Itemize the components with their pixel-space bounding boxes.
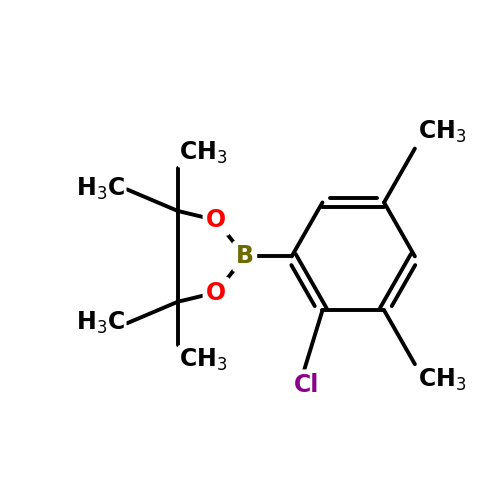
Text: CH$_3$: CH$_3$ (418, 120, 467, 146)
Text: CH$_3$: CH$_3$ (179, 140, 228, 166)
Text: H$_3$C: H$_3$C (76, 310, 126, 336)
Text: H$_3$C: H$_3$C (76, 176, 126, 203)
Text: Cl: Cl (294, 373, 319, 397)
Text: B: B (236, 244, 254, 268)
Text: CH$_3$: CH$_3$ (418, 367, 467, 394)
Text: O: O (206, 208, 227, 232)
Text: O: O (206, 280, 227, 304)
Text: CH$_3$: CH$_3$ (179, 346, 228, 372)
